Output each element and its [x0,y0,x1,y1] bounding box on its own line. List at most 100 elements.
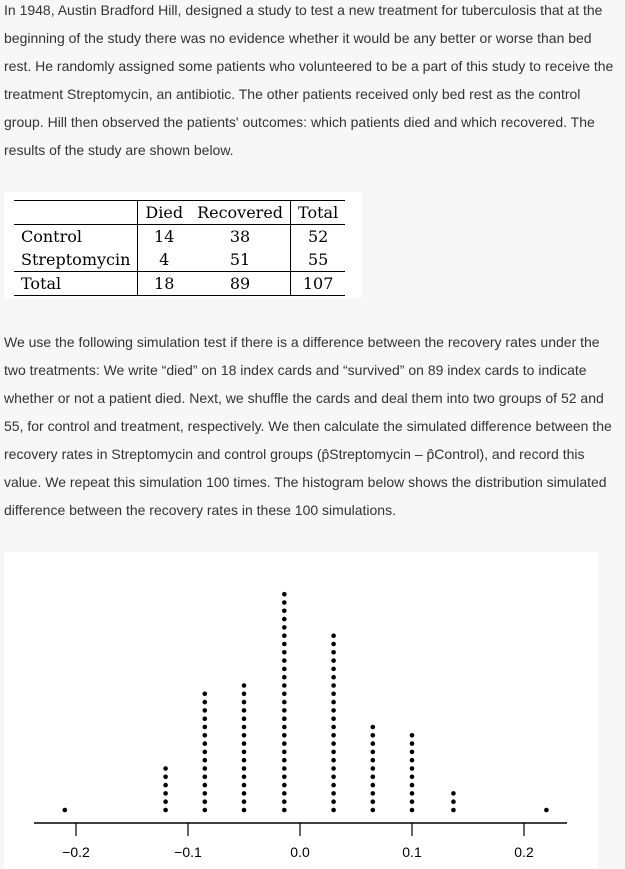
data-dot [331,699,336,705]
data-dot [331,757,336,763]
table-header-cell: Total [290,200,346,225]
data-dot [331,782,336,788]
table-cell: 51 [229,250,251,269]
data-dot [163,774,168,780]
x-tick-label: 0.0 [290,844,310,860]
data-dot [282,733,287,738]
data-dot [331,633,336,638]
data-dot [331,641,336,647]
data-dot [282,774,287,780]
data-dot [370,807,376,813]
data-dot [282,625,287,630]
data-dot [409,807,415,813]
table-row: Streptomycin 4 51 55 [14,248,346,272]
data-dot [241,757,247,763]
data-dot [282,766,287,771]
data-dot [202,766,208,771]
data-dot [282,791,287,796]
data-dot [241,691,247,697]
data-dot [241,791,247,796]
data-dot [370,749,376,755]
data-dot [282,782,287,788]
data-dot [202,716,208,721]
data-dot [202,782,208,788]
data-dot [163,807,168,813]
data-dot [202,708,208,713]
data-dot [241,749,247,755]
data-dot [163,791,168,796]
data-dot [282,708,287,713]
data-dot [331,741,336,746]
table-cell: 107 [290,271,346,296]
data-dot [202,691,208,697]
contingency-table: Died Recovered Total Control 14 38 52 St… [14,200,346,296]
table-cell: 18 [137,271,191,296]
data-dot [409,782,415,788]
data-dot [370,766,376,771]
data-dot [241,716,247,721]
data-dot [282,757,287,763]
table-cell: 89 [190,271,291,296]
data-dot [451,791,456,796]
data-dot [282,600,287,605]
data-dot [241,699,247,705]
data-dot [241,724,247,730]
data-dot [282,674,287,680]
intro-paragraph: In 1948, Austin Bradford Hill, designed … [4,2,614,158]
data-dot [282,724,287,730]
data-dot [409,799,415,804]
table-row: Total 18 89 107 [14,271,346,296]
data-dot [370,724,376,730]
table-header-cell [14,200,138,225]
data-dot [241,782,247,788]
x-tick-label: 0.2 [514,844,534,860]
data-dot [282,799,287,804]
data-dot [241,774,247,780]
data-dot [282,633,287,638]
data-dot [241,741,247,746]
data-dot [282,650,287,655]
data-dot [370,774,376,780]
data-dot [331,716,336,721]
data-dot [331,807,336,813]
data-dot [202,807,208,813]
data-dot [331,733,336,738]
data-dot [282,666,287,672]
data-dot [370,733,376,738]
data-dot [202,791,208,796]
data-dot [282,749,287,755]
data-dot [163,799,168,804]
data-dot [282,691,287,697]
data-dot [331,799,336,804]
table-cell: 38 [190,224,291,248]
data-dot [163,766,168,771]
data-dot [331,683,336,688]
data-dot [282,741,287,746]
table-row-label: Control [14,224,138,248]
data-dot [409,766,415,771]
data-dot [241,733,247,738]
data-dot [370,741,376,746]
data-dot [282,699,287,705]
data-dot [202,699,208,705]
data-dot [544,807,549,813]
data-dot [331,749,336,755]
table-cell: 52 [290,224,346,248]
data-dot [241,683,247,688]
data-dot [282,683,287,688]
data-dot [241,708,247,713]
data-dot [409,733,415,738]
data-dot [331,666,336,672]
table-row-label: Streptomycin [21,250,131,269]
data-dot [202,774,208,780]
data-dot [331,708,336,713]
data-dot [202,733,208,738]
table-header-row: Died Recovered Total [14,200,346,225]
data-dot [202,799,208,804]
data-dot [282,641,287,647]
data-dot [202,724,208,730]
data-dot [282,591,287,597]
data-dot [331,774,336,780]
data-dot [282,807,287,813]
contingency-table-panel: Died Recovered Total Control 14 38 52 St… [4,192,362,298]
